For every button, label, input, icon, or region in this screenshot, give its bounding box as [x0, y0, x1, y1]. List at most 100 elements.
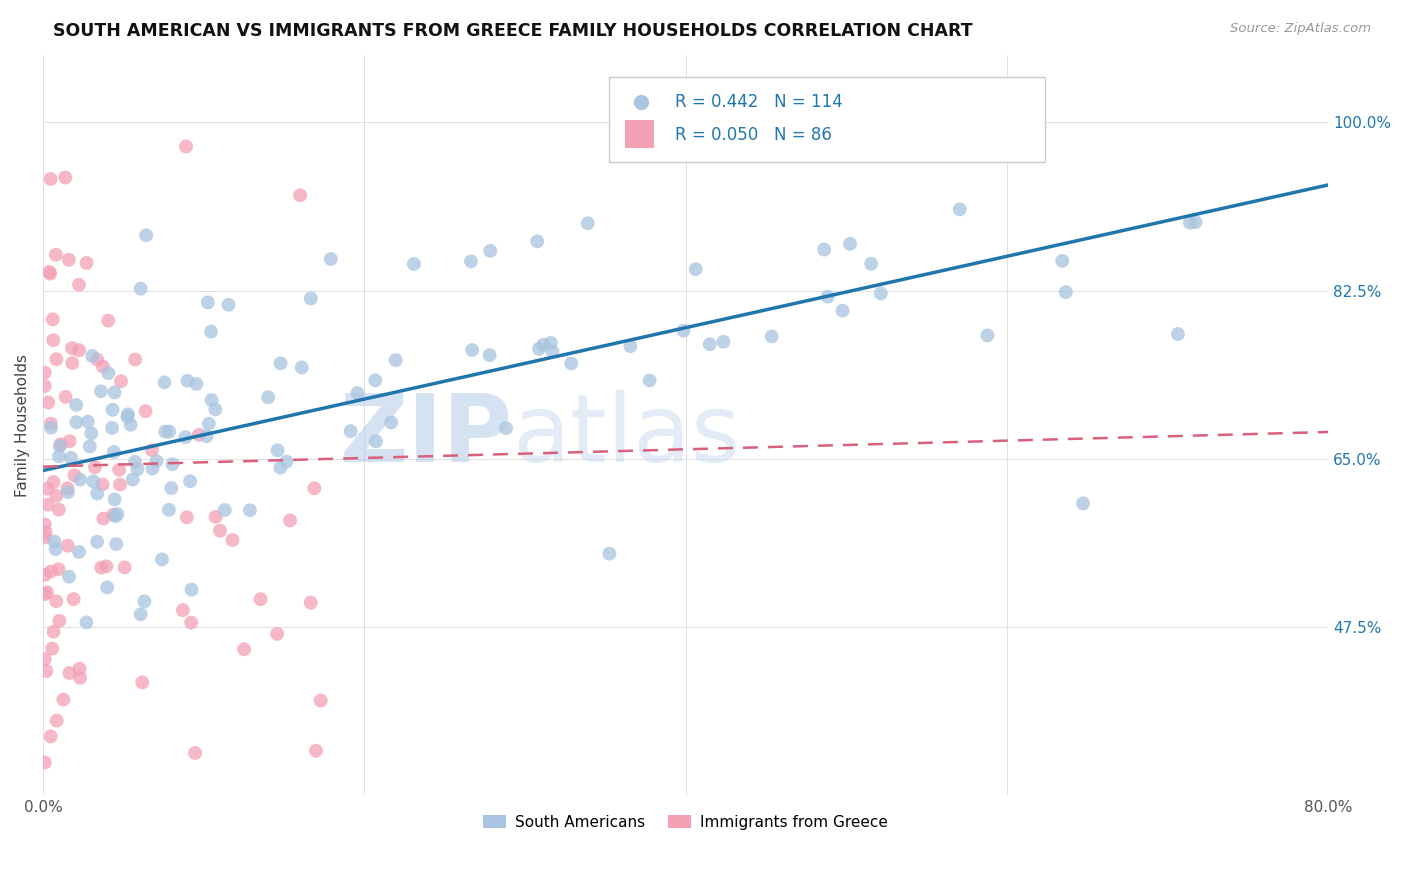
Point	[1167, 326, 1189, 341]
Point	[221, 533, 243, 547]
Point	[93, 511, 115, 525]
Text: Source: ZipAtlas.com: Source: ZipAtlas.com	[1230, 22, 1371, 36]
Point	[299, 596, 322, 610]
Point	[58, 665, 80, 680]
Point	[672, 324, 695, 338]
Point	[380, 416, 402, 430]
Point	[52, 692, 75, 706]
Point	[339, 424, 361, 438]
Point	[56, 485, 79, 500]
Point	[266, 443, 288, 458]
Point	[59, 450, 82, 465]
Point	[48, 439, 70, 453]
Point	[129, 607, 152, 622]
Point	[103, 445, 125, 459]
Point	[42, 333, 65, 347]
Point	[269, 460, 291, 475]
Point	[69, 671, 91, 685]
Point	[187, 427, 209, 442]
Point	[56, 481, 79, 495]
Point	[533, 338, 555, 352]
Point	[131, 675, 153, 690]
Point	[38, 265, 60, 279]
Point	[124, 455, 146, 469]
Point	[180, 615, 202, 630]
Point	[153, 425, 176, 439]
Point	[278, 513, 301, 527]
Point	[42, 312, 65, 326]
Point	[105, 537, 128, 551]
Point	[67, 343, 90, 358]
Point	[195, 429, 218, 443]
Point	[129, 282, 152, 296]
Point	[813, 243, 835, 257]
Point	[197, 295, 219, 310]
Point	[108, 477, 131, 491]
Point	[58, 252, 80, 267]
Point	[82, 475, 104, 489]
Point	[104, 509, 127, 524]
Point	[176, 510, 198, 524]
Point	[869, 286, 891, 301]
Point	[186, 376, 208, 391]
Point	[121, 473, 143, 487]
Point	[90, 384, 112, 399]
Point	[304, 481, 326, 495]
Point	[135, 404, 157, 418]
Point	[63, 468, 86, 483]
Point	[527, 342, 550, 356]
Point	[34, 756, 56, 770]
Point	[162, 457, 184, 471]
Point	[90, 560, 112, 574]
Point	[1052, 253, 1074, 268]
Point	[44, 534, 66, 549]
Point	[45, 714, 67, 728]
Point	[42, 475, 65, 490]
Point	[103, 385, 125, 400]
Point	[124, 352, 146, 367]
Point	[58, 434, 80, 449]
FancyBboxPatch shape	[609, 78, 1046, 162]
Point	[299, 292, 322, 306]
Point	[384, 353, 406, 368]
Point	[60, 341, 83, 355]
Point	[153, 376, 176, 390]
Point	[257, 390, 280, 404]
Text: R = 0.442   N = 114: R = 0.442 N = 114	[675, 93, 844, 111]
Point	[39, 267, 62, 281]
Point	[45, 352, 67, 367]
Point	[290, 188, 312, 202]
Point	[65, 398, 87, 412]
Point	[35, 525, 58, 540]
Point	[174, 139, 197, 153]
Point	[668, 143, 690, 157]
Point	[145, 454, 167, 468]
Point	[97, 313, 120, 327]
Point	[305, 744, 328, 758]
Point	[204, 402, 226, 417]
Point	[309, 693, 332, 707]
Point	[37, 395, 59, 409]
Point	[39, 172, 62, 186]
Point	[495, 421, 517, 435]
Point	[461, 343, 484, 357]
Point	[598, 547, 620, 561]
Point	[79, 439, 101, 453]
Point	[619, 339, 641, 353]
Point	[49, 437, 72, 451]
Point	[65, 415, 87, 429]
Text: R = 0.050   N = 86: R = 0.050 N = 86	[675, 126, 832, 145]
Point	[117, 409, 139, 424]
Point	[117, 407, 139, 421]
Point	[179, 474, 201, 488]
Point	[48, 614, 70, 628]
Point	[77, 415, 100, 429]
Point	[176, 374, 198, 388]
Point	[105, 507, 128, 521]
Point	[120, 417, 142, 432]
Point	[48, 450, 70, 464]
Point	[37, 482, 59, 496]
Point	[839, 236, 862, 251]
Point	[157, 503, 180, 517]
Point	[91, 477, 114, 491]
